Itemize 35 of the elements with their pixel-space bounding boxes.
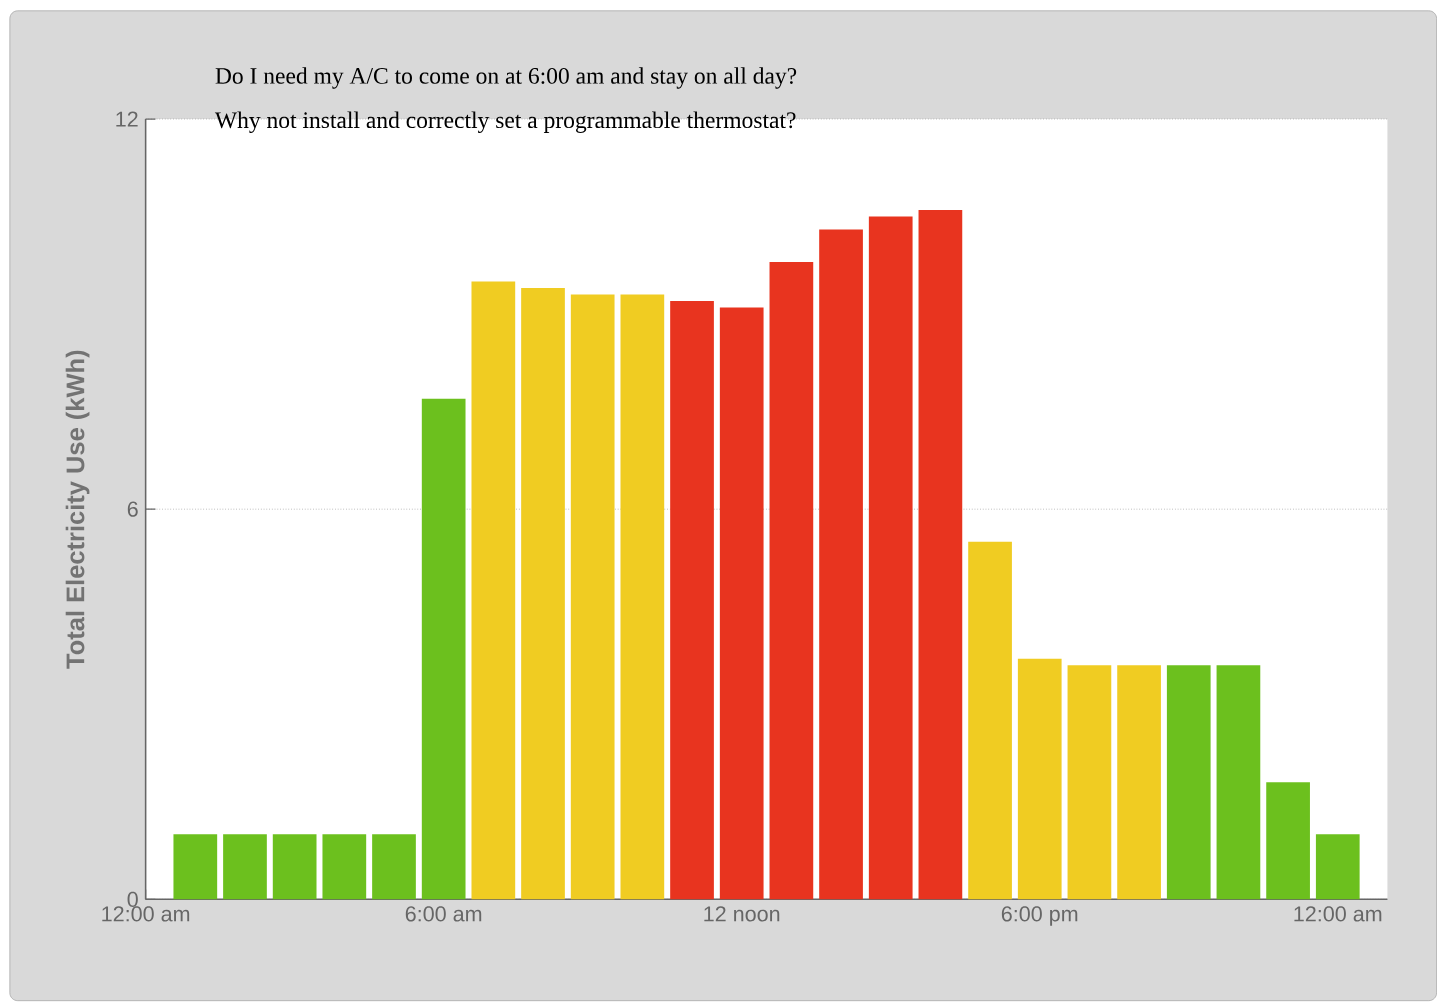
- bar: [670, 301, 714, 900]
- bar: [868, 216, 913, 900]
- bar: [620, 294, 665, 900]
- x-tick-label: 12:00 am: [1294, 906, 1382, 922]
- bar: [1166, 665, 1211, 900]
- bar: [1017, 658, 1062, 900]
- x-tick-label: 12:00 am: [102, 906, 190, 922]
- text: Do I need my A/C to come on at 6:00 am and stay on all day?: [215, 67, 797, 89]
- y-axis-title: Total Electricity Use (kWh): [65, 350, 90, 669]
- y-tick-label: 6: [127, 501, 138, 518]
- bar: [421, 398, 466, 900]
- bar: [1315, 834, 1360, 900]
- annotation: Why not install and correctly set a programmable thermostat?: [214, 111, 796, 134]
- x-tick-label: 6:00 pm: [1001, 906, 1078, 926]
- bar: [471, 281, 516, 900]
- bar: [918, 210, 963, 900]
- bar: [272, 834, 317, 900]
- bar: [1216, 665, 1261, 900]
- bar: [1117, 665, 1161, 900]
- bar: [322, 834, 367, 900]
- x-tick-label: 6:00 am: [405, 906, 482, 922]
- y-tick-label: 12: [116, 111, 138, 127]
- x-tick-label: 12 noon: [704, 906, 780, 922]
- bar: [521, 288, 565, 900]
- bar: [719, 307, 764, 900]
- bar: [372, 834, 416, 900]
- bar: [968, 541, 1012, 900]
- bar: [1067, 665, 1112, 900]
- bar: [173, 834, 218, 900]
- bar: [1266, 782, 1310, 900]
- bar: [819, 229, 863, 900]
- bar: [769, 262, 814, 900]
- bar: [570, 294, 615, 900]
- bar: [223, 834, 267, 900]
- y-tick-label: 0: [127, 891, 138, 908]
